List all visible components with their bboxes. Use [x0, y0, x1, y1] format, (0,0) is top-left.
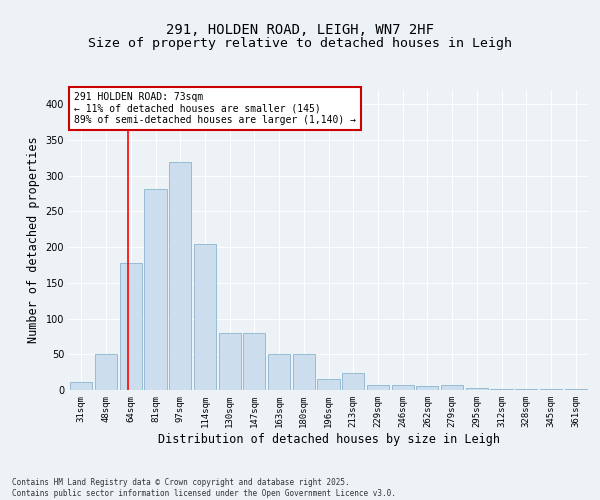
Text: 291, HOLDEN ROAD, LEIGH, WN7 2HF: 291, HOLDEN ROAD, LEIGH, WN7 2HF — [166, 22, 434, 36]
Bar — [367, 385, 389, 390]
Text: 291 HOLDEN ROAD: 73sqm
← 11% of detached houses are smaller (145)
89% of semi-de: 291 HOLDEN ROAD: 73sqm ← 11% of detached… — [74, 92, 356, 124]
Bar — [70, 382, 92, 390]
Bar — [342, 373, 364, 390]
Bar — [119, 263, 142, 390]
X-axis label: Distribution of detached houses by size in Leigh: Distribution of detached houses by size … — [157, 432, 499, 446]
Bar — [392, 385, 414, 390]
Bar — [268, 354, 290, 390]
Bar — [441, 385, 463, 390]
Text: Contains HM Land Registry data © Crown copyright and database right 2025.
Contai: Contains HM Land Registry data © Crown c… — [12, 478, 396, 498]
Bar — [317, 380, 340, 390]
Text: Size of property relative to detached houses in Leigh: Size of property relative to detached ho… — [88, 38, 512, 51]
Bar — [490, 388, 512, 390]
Bar — [95, 354, 117, 390]
Bar — [218, 333, 241, 390]
Bar — [243, 333, 265, 390]
Bar — [169, 162, 191, 390]
Bar — [145, 188, 167, 390]
Bar — [416, 386, 439, 390]
Bar — [194, 244, 216, 390]
Bar — [293, 354, 315, 390]
Bar — [466, 388, 488, 390]
Y-axis label: Number of detached properties: Number of detached properties — [27, 136, 40, 344]
